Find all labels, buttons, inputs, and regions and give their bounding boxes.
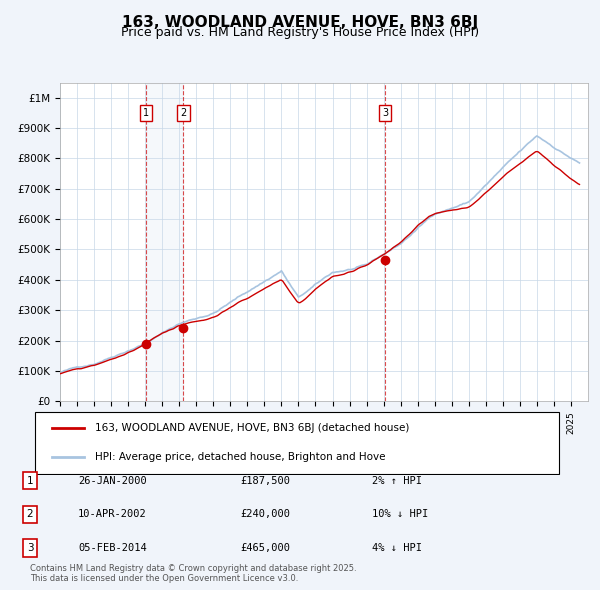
Text: £240,000: £240,000 (240, 510, 290, 519)
Text: 2: 2 (181, 108, 187, 118)
Text: 163, WOODLAND AVENUE, HOVE, BN3 6BJ: 163, WOODLAND AVENUE, HOVE, BN3 6BJ (122, 15, 478, 30)
Text: £187,500: £187,500 (240, 476, 290, 486)
Text: 05-FEB-2014: 05-FEB-2014 (78, 543, 147, 553)
Text: £465,000: £465,000 (240, 543, 290, 553)
Text: 3: 3 (26, 543, 34, 553)
Text: 10-APR-2002: 10-APR-2002 (78, 510, 147, 519)
Text: 1: 1 (143, 108, 149, 118)
Text: Price paid vs. HM Land Registry's House Price Index (HPI): Price paid vs. HM Land Registry's House … (121, 26, 479, 39)
Text: 1: 1 (26, 476, 34, 486)
Text: 4% ↓ HPI: 4% ↓ HPI (372, 543, 422, 553)
Text: 10% ↓ HPI: 10% ↓ HPI (372, 510, 428, 519)
Text: 3: 3 (382, 108, 388, 118)
Text: Contains HM Land Registry data © Crown copyright and database right 2025.
This d: Contains HM Land Registry data © Crown c… (30, 563, 356, 583)
Text: HPI: Average price, detached house, Brighton and Hove: HPI: Average price, detached house, Brig… (95, 452, 385, 462)
Bar (146, 83, 184, 401)
Text: 26-JAN-2000: 26-JAN-2000 (78, 476, 147, 486)
FancyBboxPatch shape (35, 412, 559, 474)
Text: 2% ↑ HPI: 2% ↑ HPI (372, 476, 422, 486)
Text: 163, WOODLAND AVENUE, HOVE, BN3 6BJ (detached house): 163, WOODLAND AVENUE, HOVE, BN3 6BJ (det… (95, 423, 409, 433)
Text: 2: 2 (26, 510, 34, 519)
